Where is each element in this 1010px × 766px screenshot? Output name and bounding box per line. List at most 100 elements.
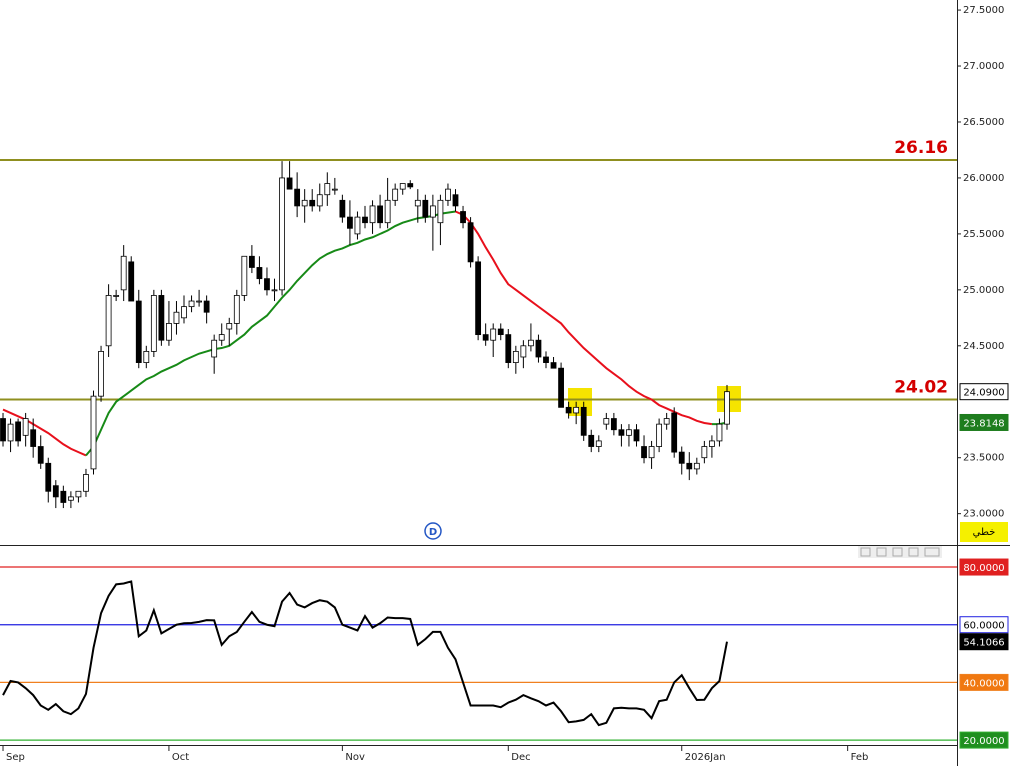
candle-body bbox=[271, 289, 278, 292]
marker-label: D bbox=[429, 527, 437, 538]
candle-body bbox=[678, 451, 685, 464]
price-tag-label: 54.1066 bbox=[963, 638, 1004, 649]
candle-body bbox=[595, 440, 602, 447]
level-tag-label: 80.0000 bbox=[963, 563, 1004, 574]
candle-body bbox=[610, 418, 617, 431]
candle-body bbox=[347, 216, 353, 229]
candle-body bbox=[188, 300, 195, 308]
candle-body bbox=[641, 446, 647, 459]
candle-body bbox=[316, 194, 323, 207]
candle-body bbox=[256, 267, 263, 280]
candle-body bbox=[588, 434, 595, 447]
candle-body bbox=[407, 183, 414, 188]
marker-icon[interactable] bbox=[424, 522, 442, 540]
level-tag-label: 60.0000 bbox=[963, 621, 1004, 632]
candle-body bbox=[7, 423, 14, 442]
level-label: 24.02 bbox=[894, 378, 948, 398]
candle-body bbox=[15, 421, 21, 442]
candle-body bbox=[656, 423, 663, 447]
x-tick-label: Dec bbox=[511, 752, 530, 763]
candle-body bbox=[233, 295, 240, 324]
level-tag bbox=[959, 731, 1009, 749]
candle-body bbox=[437, 199, 444, 224]
x-tick-label: Feb bbox=[851, 752, 869, 763]
candle-body bbox=[633, 429, 640, 442]
candle-body bbox=[482, 334, 489, 341]
candle-body bbox=[663, 418, 670, 425]
candle-body bbox=[105, 295, 112, 347]
candle-body bbox=[294, 188, 301, 207]
level-tag bbox=[959, 616, 1009, 634]
x-tick-label: Nov bbox=[345, 752, 365, 763]
level-tag bbox=[959, 673, 1009, 691]
candle-body bbox=[716, 423, 723, 442]
candle-body bbox=[414, 199, 421, 207]
price-tag bbox=[959, 383, 1009, 401]
x-tick-label: Oct bbox=[172, 752, 189, 763]
candle-body bbox=[505, 334, 512, 363]
candle-body bbox=[203, 300, 210, 313]
candle-body bbox=[648, 446, 655, 459]
candle-body bbox=[535, 339, 542, 358]
toolbar-button[interactable] bbox=[876, 547, 887, 557]
candle-body bbox=[339, 199, 346, 218]
candle-body bbox=[331, 188, 338, 191]
candle-body bbox=[279, 177, 285, 291]
candle-body bbox=[671, 412, 678, 453]
candle-body bbox=[354, 216, 361, 235]
candle-body bbox=[497, 328, 504, 336]
x-tick-label: 2026Jan bbox=[685, 752, 726, 763]
candle-body bbox=[75, 490, 82, 498]
candle-body bbox=[709, 440, 715, 447]
candle-body bbox=[211, 339, 218, 358]
price-tag-label: 23.8148 bbox=[963, 418, 1004, 429]
candle-body bbox=[181, 306, 187, 319]
candle-body bbox=[150, 295, 157, 352]
candle-body bbox=[143, 350, 150, 363]
candle-body bbox=[701, 446, 708, 459]
y-tick-label: 24.5000 bbox=[963, 341, 1004, 352]
candle-body bbox=[135, 300, 142, 363]
candle-body bbox=[392, 188, 399, 201]
candle-body bbox=[309, 199, 316, 207]
toolbar-button[interactable] bbox=[892, 547, 903, 557]
toolbar-button[interactable] bbox=[924, 547, 940, 557]
candle-body bbox=[550, 362, 557, 369]
price-tag bbox=[959, 413, 1009, 431]
candle-body bbox=[22, 418, 29, 436]
level-tag-label: 40.0000 bbox=[963, 678, 1004, 689]
candle-body bbox=[286, 177, 293, 190]
toolbar-button[interactable] bbox=[908, 547, 919, 557]
candle-body bbox=[520, 345, 527, 358]
candle-body bbox=[693, 462, 700, 470]
y-tick-label: 25.0000 bbox=[963, 285, 1004, 296]
candle-body bbox=[113, 295, 120, 297]
candle-body bbox=[445, 188, 451, 201]
candle-body bbox=[460, 211, 466, 224]
candle-body bbox=[384, 199, 391, 224]
candle-body bbox=[196, 300, 202, 303]
candle-body bbox=[399, 183, 406, 190]
candle-body bbox=[128, 261, 135, 302]
moving-average bbox=[455, 210, 713, 426]
rsi-line bbox=[2, 580, 728, 727]
candle-body bbox=[528, 339, 534, 347]
candle-body bbox=[45, 462, 52, 492]
candle-body bbox=[120, 255, 127, 291]
candle-body bbox=[301, 199, 308, 207]
candle-body bbox=[226, 323, 233, 330]
highlight-box bbox=[568, 388, 592, 416]
candle-body bbox=[248, 255, 255, 268]
y-tick-label: 26.5000 bbox=[963, 117, 1004, 128]
candle-body bbox=[512, 350, 519, 363]
indicator-tag bbox=[960, 522, 1008, 542]
candle-body bbox=[573, 406, 580, 414]
candle-body bbox=[173, 311, 180, 324]
toolbar-button[interactable] bbox=[860, 547, 871, 557]
candle-body bbox=[558, 367, 564, 408]
candle-body bbox=[166, 323, 172, 341]
candle-body bbox=[626, 429, 632, 436]
candle-body bbox=[98, 350, 104, 397]
